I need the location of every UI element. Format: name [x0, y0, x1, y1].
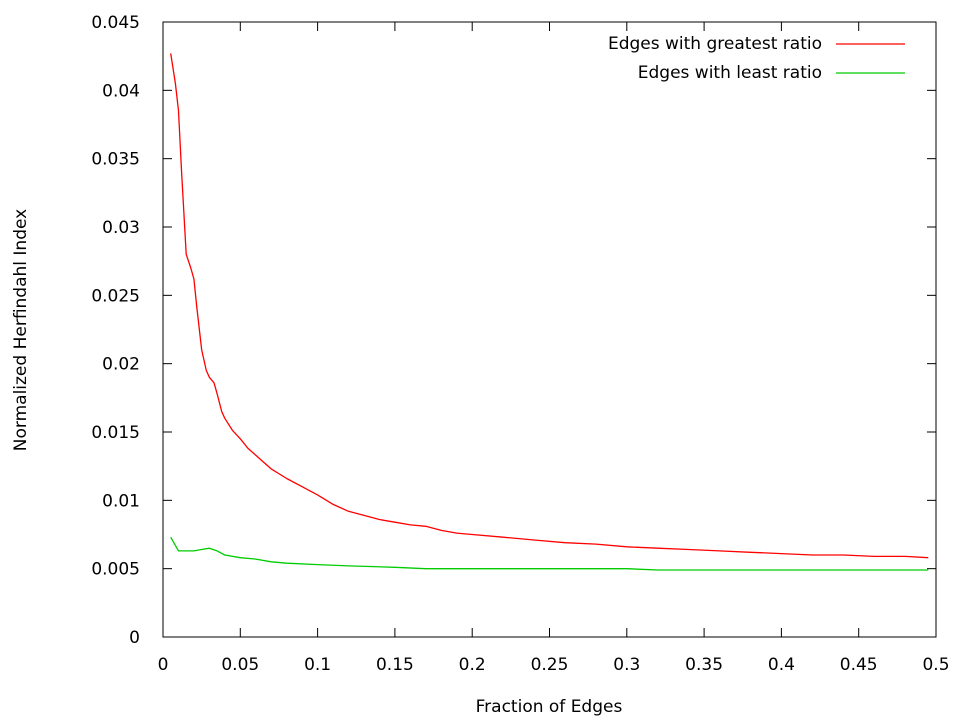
y-axis-ticks: 0 0.005 0.01 0.015 0.02 0.025 0.03 0.035 0.04 0.0… — [91, 13, 936, 648]
legend-label-least: Edges with least ratio — [638, 63, 822, 83]
y-tick-label: 0.03 — [102, 218, 140, 238]
x-axis-title: Fraction of Edges — [476, 697, 623, 717]
y-tick-label: 0.01 — [102, 491, 140, 511]
x-tick-label: 0.2 — [459, 655, 486, 675]
x-tick-label: 0.15 — [376, 655, 414, 675]
x-tick-label: 0.4 — [768, 655, 795, 675]
plot-area-frame — [162, 21, 937, 638]
x-tick-label: 0.05 — [221, 655, 259, 675]
series-line-greatest-ratio — [170, 53, 929, 559]
y-tick-label: 0.035 — [91, 150, 140, 170]
x-tick-label: 0.25 — [531, 655, 569, 675]
y-tick-label: 0.005 — [91, 560, 140, 580]
x-tick-label: 0.3 — [613, 655, 640, 675]
y-tick-label: 0.04 — [102, 81, 140, 101]
y-tick-label: 0.02 — [102, 355, 140, 375]
x-tick-label: 0.1 — [304, 655, 331, 675]
series-line-least-ratio — [170, 536, 929, 571]
y-tick-label: 0.045 — [91, 13, 140, 33]
legend-label-greatest: Edges with greatest ratio — [608, 34, 822, 54]
x-tick-label: 0.35 — [685, 655, 723, 675]
series-layer — [170, 53, 929, 571]
y-tick-label: 0 — [129, 628, 140, 648]
x-tick-label: 0 — [158, 655, 169, 675]
y-axis-title: Normalized Herfindahl Index — [11, 209, 31, 451]
x-tick-label: 0.5 — [922, 655, 949, 675]
legend: Edges with greatest ratio Edges with lea… — [608, 34, 905, 83]
x-axis-ticks: 0 0.05 0.1 0.15 0.2 0.25 0.3 0.35 0.4 0.45 0.5 — [158, 22, 950, 675]
y-tick-label: 0.025 — [91, 286, 140, 306]
y-tick-label: 0.015 — [91, 423, 140, 443]
x-tick-label: 0.45 — [840, 655, 878, 675]
